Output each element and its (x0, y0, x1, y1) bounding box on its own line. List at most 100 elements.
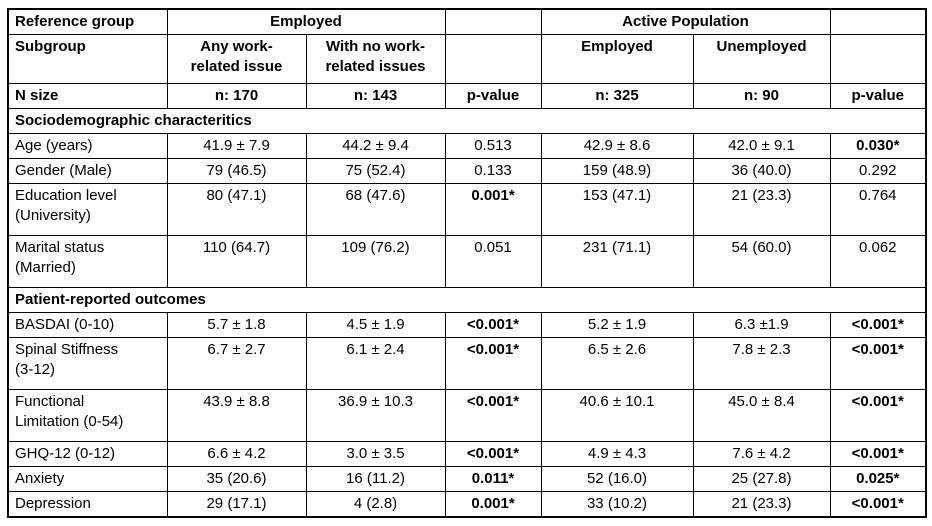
section-row-patient-reported-outcomes: Patient-reported outcomes (7, 287, 927, 313)
cell-p-value-active: <0.001* (829, 312, 927, 338)
header-empty-cell-2 (829, 8, 927, 35)
cell-p-value-active: 0.292 (829, 158, 927, 184)
header-row-groups: Reference group Employed Active Populati… (7, 8, 927, 35)
cell-active-employed: 40.6 ± 10.1 (540, 389, 694, 442)
header-row-subgroups: Subgroup Any work- related issue With no… (7, 34, 927, 84)
cell-active-employed: 231 (71.1) (540, 235, 694, 288)
table-row-anxiety: Anxiety 35 (20.6) 16 (11.2) 0.011* 52 (16.0)… (7, 466, 927, 492)
n-active-employed: n: 325 (540, 83, 694, 109)
cell-p-value-active: 0.764 (829, 183, 927, 236)
section-title: Patient-reported outcomes (7, 287, 927, 313)
table-row-functional-limitation-0-54: Functional Limitation (0-54) 43.9 ± 8.8 36… (7, 389, 927, 442)
cell-active-employed: 42.9 ± 8.6 (540, 133, 694, 159)
cell-active-employed: 5.2 ± 1.9 (540, 312, 694, 338)
cell-active-unemployed: 7.8 ± 2.3 (692, 337, 831, 390)
cell-active-employed: 6.5 ± 2.6 (540, 337, 694, 390)
section-row-sociodemographic-characteritics: Sociodemographic characteritics (7, 108, 927, 134)
header-active-employed: Employed (540, 34, 694, 84)
cell-active-unemployed: 7.6 ± 4.2 (692, 441, 831, 467)
cell-any-work-issue: 35 (20.6) (166, 466, 307, 492)
cell-active-employed: 4.9 ± 4.3 (540, 441, 694, 467)
cell-active-unemployed: 36 (40.0) (692, 158, 831, 184)
row-label: BASDAI (0-10) (7, 312, 168, 338)
table-row-age-years: Age (years) 41.9 ± 7.9 44.2 ± 9.4 0.513 42.9… (7, 133, 927, 159)
cell-no-work-issue: 16 (11.2) (305, 466, 446, 492)
header-empty-cell-4 (829, 34, 927, 84)
cell-p-value-active: <0.001* (829, 389, 927, 442)
table-row-ghq-12-0-12: GHQ-12 (0-12) 6.6 ± 4.2 3.0 ± 3.5 <0.001* 4.… (7, 441, 927, 467)
table-row-marital-status-married: Marital status (Married) 110 (64.7) 109 (7… (7, 235, 927, 288)
header-subgroup: Subgroup (7, 34, 168, 84)
n-any-work-issue: n: 170 (166, 83, 307, 109)
cell-any-work-issue: 41.9 ± 7.9 (166, 133, 307, 159)
cell-p-value-active: <0.001* (829, 337, 927, 390)
row-label: Functional Limitation (0-54) (7, 389, 168, 442)
results-table: Reference group Employed Active Populati… (7, 8, 927, 518)
cell-no-work-issue: 6.1 ± 2.4 (305, 337, 446, 390)
cell-any-work-issue: 80 (47.1) (166, 183, 307, 236)
cell-p-value-employed: <0.001* (444, 337, 542, 390)
cell-p-value-employed: 0.011* (444, 466, 542, 492)
header-no-work-issue: With no work- related issues (305, 34, 446, 84)
header-active-unemployed: Unemployed (692, 34, 831, 84)
cell-p-value-employed: 0.001* (444, 183, 542, 236)
cell-any-work-issue: 5.7 ± 1.8 (166, 312, 307, 338)
cell-no-work-issue: 44.2 ± 9.4 (305, 133, 446, 159)
header-empty-cell-3 (444, 34, 542, 84)
cell-any-work-issue: 6.7 ± 2.7 (166, 337, 307, 390)
header-row-n-size: N size n: 170 n: 143 p-value n: 325 n: 9… (7, 83, 927, 109)
table-row-spinal-stiffness-3-12: Spinal Stiffness (3-12) 6.7 ± 2.7 6.1 ± 2.… (7, 337, 927, 390)
cell-any-work-issue: 29 (17.1) (166, 491, 307, 518)
header-p-value-active: p-value (829, 83, 927, 109)
n-active-unemployed: n: 90 (692, 83, 831, 109)
cell-active-unemployed: 21 (23.3) (692, 491, 831, 518)
n-no-work-issue: n: 143 (305, 83, 446, 109)
cell-p-value-employed: <0.001* (444, 441, 542, 467)
cell-p-value-employed: 0.133 (444, 158, 542, 184)
cell-no-work-issue: 68 (47.6) (305, 183, 446, 236)
header-n-size-label: N size (7, 83, 168, 109)
cell-no-work-issue: 75 (52.4) (305, 158, 446, 184)
cell-active-employed: 33 (10.2) (540, 491, 694, 518)
cell-active-employed: 153 (47.1) (540, 183, 694, 236)
header-active-population-group: Active Population (540, 8, 831, 35)
cell-p-value-employed: <0.001* (444, 389, 542, 442)
row-label: Marital status (Married) (7, 235, 168, 288)
table-row-gender-male: Gender (Male) 79 (46.5) 75 (52.4) 0.133 159 … (7, 158, 927, 184)
cell-active-unemployed: 54 (60.0) (692, 235, 831, 288)
cell-p-value-employed: 0.001* (444, 491, 542, 518)
cell-p-value-active: 0.062 (829, 235, 927, 288)
cell-no-work-issue: 109 (76.2) (305, 235, 446, 288)
cell-any-work-issue: 110 (64.7) (166, 235, 307, 288)
cell-active-unemployed: 25 (27.8) (692, 466, 831, 492)
table-row-depression: Depression 29 (17.1) 4 (2.8) 0.001* 33 (10.2… (7, 491, 927, 518)
cell-any-work-issue: 6.6 ± 4.2 (166, 441, 307, 467)
header-reference-group: Reference group (7, 8, 168, 35)
cell-active-unemployed: 45.0 ± 8.4 (692, 389, 831, 442)
row-label: Spinal Stiffness (3-12) (7, 337, 168, 390)
cell-p-value-active: <0.001* (829, 491, 927, 518)
row-label: Gender (Male) (7, 158, 168, 184)
cell-active-unemployed: 21 (23.3) (692, 183, 831, 236)
section-title: Sociodemographic characteritics (7, 108, 927, 134)
cell-p-value-employed: <0.001* (444, 312, 542, 338)
header-empty-cell-1 (444, 8, 542, 35)
cell-no-work-issue: 3.0 ± 3.5 (305, 441, 446, 467)
cell-any-work-issue: 43.9 ± 8.8 (166, 389, 307, 442)
row-label: Anxiety (7, 466, 168, 492)
cell-active-unemployed: 42.0 ± 9.1 (692, 133, 831, 159)
cell-active-employed: 52 (16.0) (540, 466, 694, 492)
cell-no-work-issue: 4 (2.8) (305, 491, 446, 518)
cell-active-employed: 159 (48.9) (540, 158, 694, 184)
cell-no-work-issue: 4.5 ± 1.9 (305, 312, 446, 338)
cell-no-work-issue: 36.9 ± 10.3 (305, 389, 446, 442)
row-label: Education level (University) (7, 183, 168, 236)
cell-p-value-active: 0.025* (829, 466, 927, 492)
row-label: Age (years) (7, 133, 168, 159)
table-row-education-level-university: Education level (University) 80 (47.1) 68 … (7, 183, 927, 236)
cell-p-value-employed: 0.051 (444, 235, 542, 288)
cell-p-value-active: 0.030* (829, 133, 927, 159)
table-row-basdai-0-10: BASDAI (0-10) 5.7 ± 1.8 4.5 ± 1.9 <0.001* 5.… (7, 312, 927, 338)
row-label: GHQ-12 (0-12) (7, 441, 168, 467)
